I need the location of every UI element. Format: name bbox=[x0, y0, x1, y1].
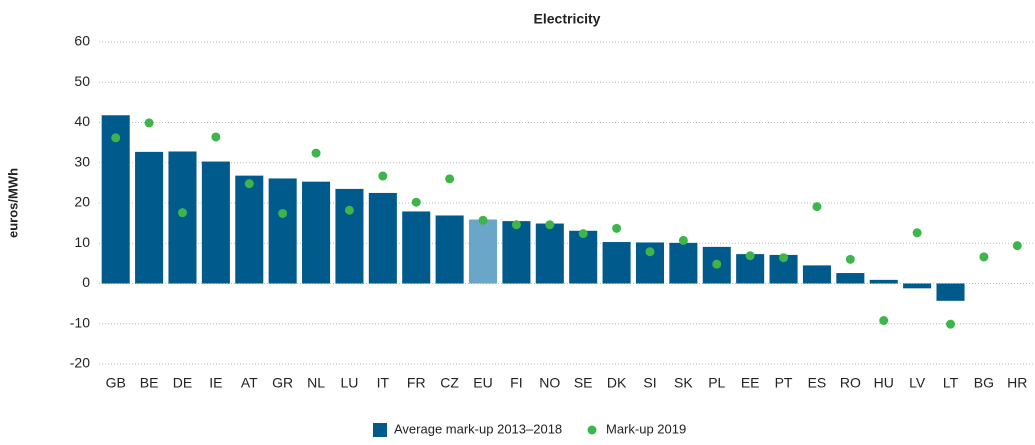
dot bbox=[411, 197, 421, 207]
x-tick-label: NO bbox=[539, 375, 560, 391]
bar bbox=[335, 188, 364, 284]
bar bbox=[402, 211, 431, 284]
dot bbox=[344, 205, 354, 215]
dot bbox=[211, 132, 221, 142]
dot bbox=[177, 208, 187, 218]
x-tick-label: DK bbox=[607, 375, 627, 391]
x-tick-label: SE bbox=[574, 375, 593, 391]
legend-swatch bbox=[373, 423, 387, 437]
bar bbox=[802, 265, 831, 284]
chart-title: Electricity bbox=[534, 11, 601, 27]
bar bbox=[302, 181, 331, 284]
dot bbox=[645, 247, 655, 257]
dot bbox=[946, 319, 956, 329]
bar bbox=[235, 175, 264, 284]
x-tick-label: EU bbox=[473, 375, 492, 391]
x-tick-label: FI bbox=[510, 375, 522, 391]
dot bbox=[678, 235, 688, 245]
bar bbox=[669, 242, 698, 284]
dot bbox=[979, 252, 989, 262]
dot bbox=[478, 215, 488, 225]
x-tick-label: LT bbox=[943, 375, 959, 391]
y-tick-label: 30 bbox=[74, 153, 90, 169]
x-tick-label: HU bbox=[874, 375, 894, 391]
dot bbox=[879, 316, 889, 326]
bar bbox=[368, 192, 397, 284]
dot bbox=[779, 253, 789, 263]
x-tick-label: IE bbox=[209, 375, 222, 391]
dot bbox=[712, 259, 722, 269]
legend-label: Average mark-up 2013–2018 bbox=[394, 421, 562, 436]
x-tick-label: LV bbox=[909, 375, 926, 391]
bar bbox=[268, 178, 297, 284]
bar bbox=[535, 223, 564, 284]
dot bbox=[511, 220, 521, 230]
x-tick-label: SI bbox=[643, 375, 656, 391]
x-tick-label: HR bbox=[1007, 375, 1027, 391]
x-tick-label: RO bbox=[840, 375, 861, 391]
bar bbox=[869, 279, 898, 284]
dot bbox=[144, 118, 154, 128]
x-tick-label: DE bbox=[173, 375, 192, 391]
bar bbox=[569, 230, 598, 284]
legend-swatch bbox=[587, 425, 597, 435]
bar bbox=[602, 242, 631, 284]
y-tick-label: 10 bbox=[74, 234, 90, 250]
y-tick-label: 40 bbox=[74, 113, 90, 129]
y-tick-label: 60 bbox=[74, 33, 90, 49]
bar bbox=[936, 283, 965, 301]
bar bbox=[468, 219, 498, 284]
dot bbox=[445, 174, 455, 184]
dot bbox=[278, 208, 288, 218]
y-tick-label: -20 bbox=[70, 355, 90, 371]
y-axis-label: euros/MWh bbox=[5, 168, 20, 238]
bar bbox=[836, 273, 865, 284]
bar bbox=[435, 215, 464, 284]
x-tick-label: SK bbox=[674, 375, 693, 391]
dot bbox=[1012, 241, 1022, 251]
x-tick-label: BE bbox=[140, 375, 159, 391]
bar bbox=[168, 151, 197, 284]
dot bbox=[111, 133, 121, 143]
dot bbox=[311, 148, 321, 158]
x-tick-label: GR bbox=[272, 375, 293, 391]
x-tick-label: ES bbox=[808, 375, 827, 391]
dot bbox=[578, 229, 588, 239]
x-tick-label: GB bbox=[106, 375, 126, 391]
dot bbox=[545, 220, 555, 230]
bar bbox=[135, 151, 164, 284]
x-tick-label: AT bbox=[241, 375, 258, 391]
dot bbox=[378, 171, 388, 181]
y-tick-label: 0 bbox=[82, 274, 90, 290]
dot bbox=[745, 251, 755, 261]
bar bbox=[201, 161, 230, 284]
dot bbox=[845, 254, 855, 264]
bar bbox=[903, 283, 932, 289]
x-tick-label: EE bbox=[741, 375, 760, 391]
bar bbox=[101, 115, 130, 284]
x-tick-label: PT bbox=[775, 375, 793, 391]
y-tick-label: -10 bbox=[70, 314, 90, 330]
x-tick-label: PL bbox=[708, 375, 725, 391]
x-tick-label: IT bbox=[377, 375, 390, 391]
x-tick-label: NL bbox=[307, 375, 325, 391]
x-tick-label: LU bbox=[340, 375, 358, 391]
dot bbox=[812, 202, 822, 212]
legend-label: Mark-up 2019 bbox=[606, 421, 686, 436]
x-tick-label: BG bbox=[974, 375, 994, 391]
y-tick-label: 20 bbox=[74, 194, 90, 210]
dot bbox=[612, 223, 622, 233]
bar bbox=[502, 221, 531, 284]
y-tick-label: 50 bbox=[74, 73, 90, 89]
dot bbox=[912, 228, 922, 238]
x-tick-label: CZ bbox=[440, 375, 459, 391]
x-tick-label: FR bbox=[407, 375, 426, 391]
dot bbox=[244, 179, 254, 189]
